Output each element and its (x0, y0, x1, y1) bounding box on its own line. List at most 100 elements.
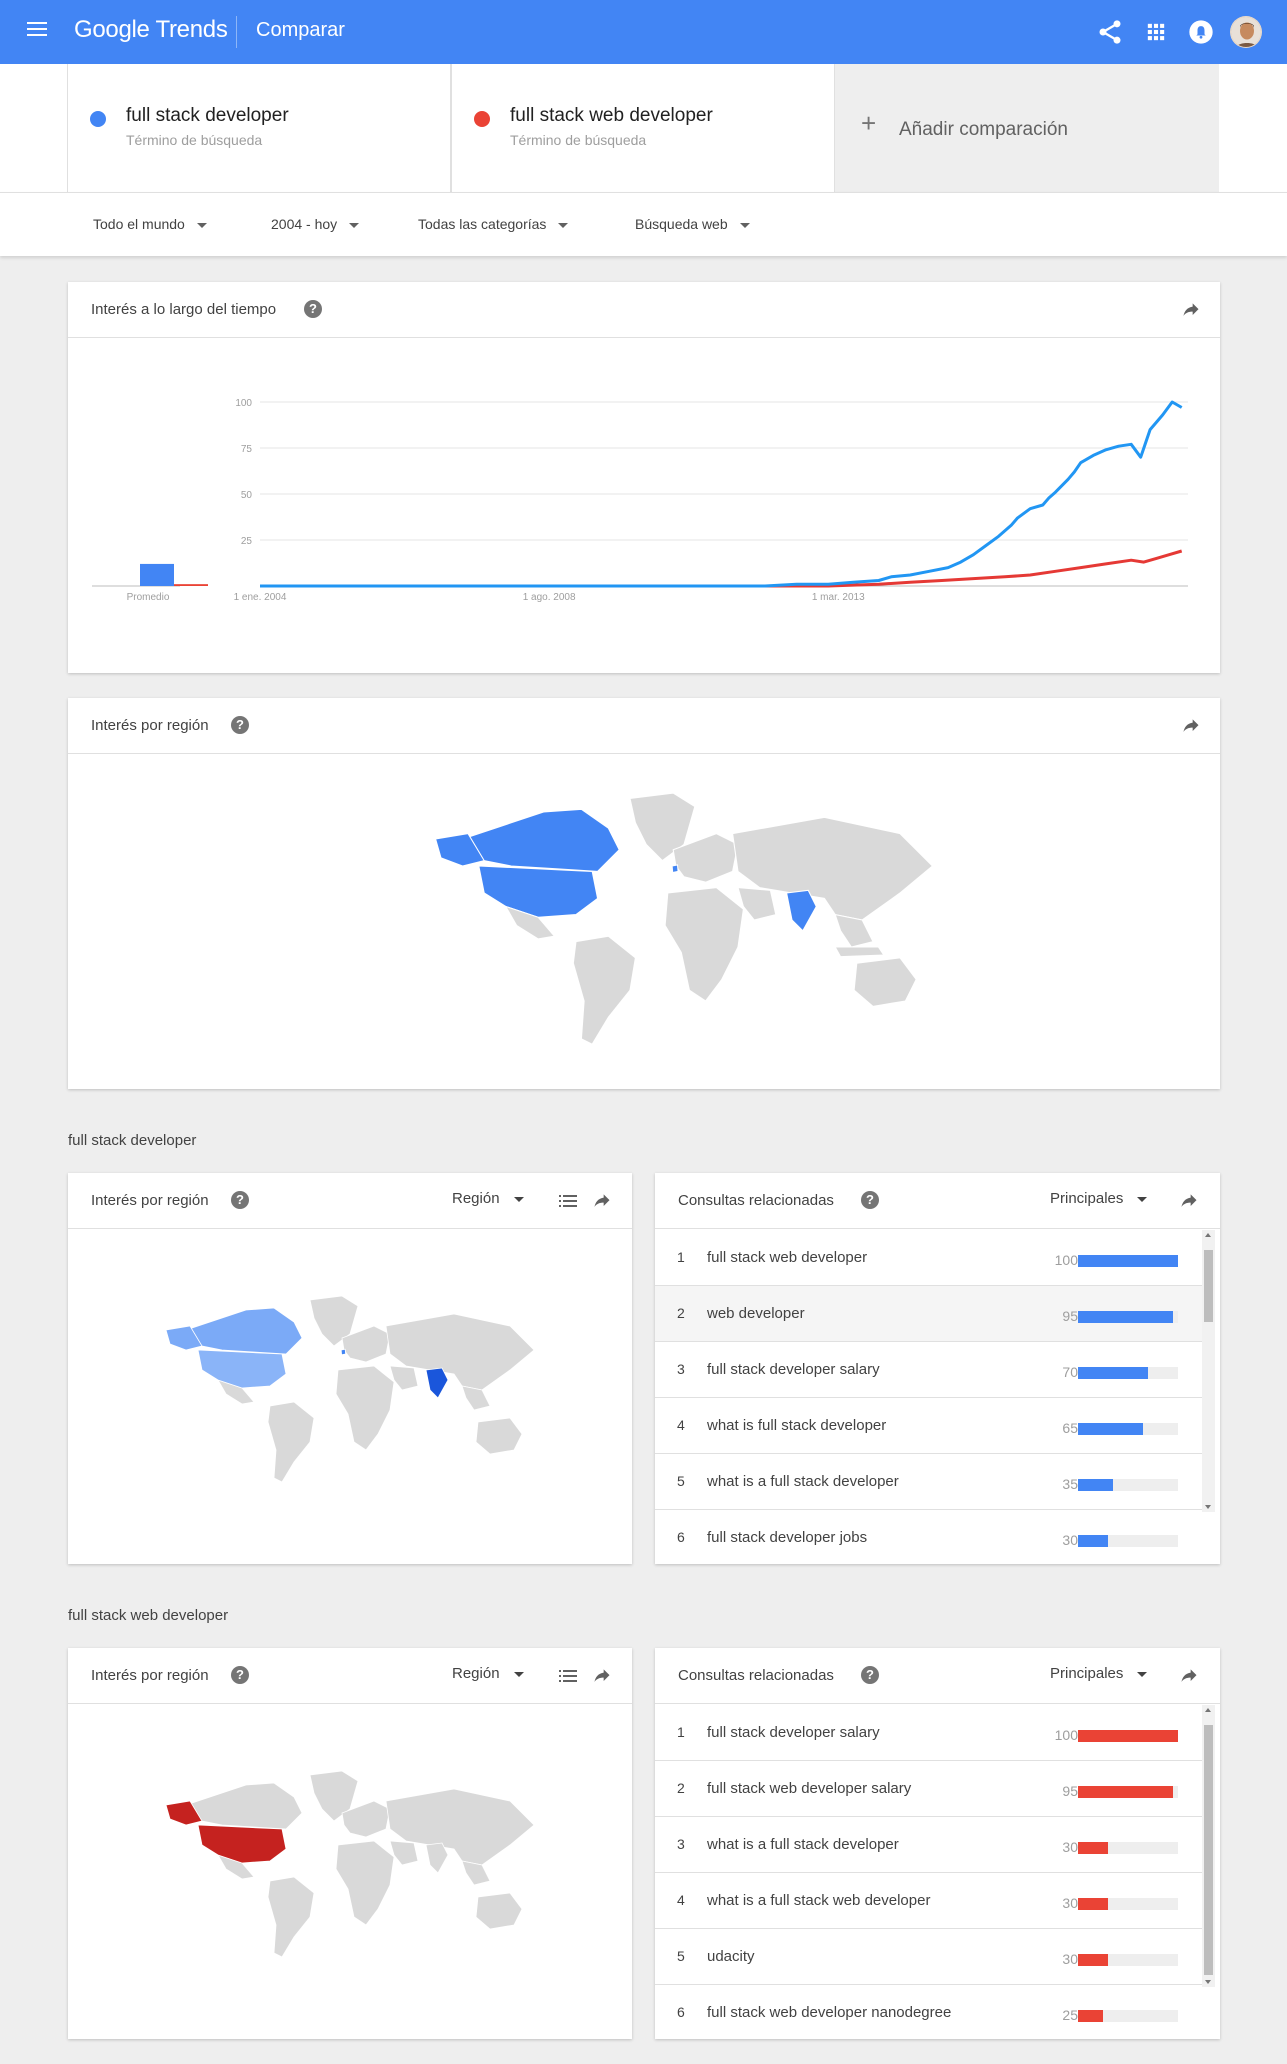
query-value: 30 (1062, 1895, 1078, 1911)
list-item[interactable]: 1 full stack web developer 100 (655, 1230, 1202, 1286)
share-arrow-icon[interactable] (1179, 1191, 1199, 1211)
share-arrow-icon[interactable] (1179, 1666, 1199, 1686)
help-icon[interactable]: ? (861, 1666, 879, 1684)
query-text[interactable]: full stack developer salary (707, 1724, 880, 1741)
list-item[interactable]: 4 what is full stack developer 65 (655, 1398, 1202, 1454)
scroll-up-arrow-icon[interactable] (1205, 1233, 1211, 1237)
list-item[interactable]: 6 full stack developer jobs 30 (655, 1510, 1202, 1564)
query-rank: 2 (677, 1780, 685, 1796)
region-dropdown[interactable]: Región (452, 1190, 524, 1207)
world-map[interactable] (150, 1740, 550, 1990)
list-item[interactable]: 2 web developer 95 (655, 1286, 1202, 1342)
help-icon[interactable]: ? (231, 1666, 249, 1684)
related-queries-type-dropdown[interactable]: Principales (1050, 1665, 1148, 1682)
query-bar (1078, 1479, 1113, 1491)
scroll-up-arrow-icon[interactable] (1205, 1708, 1211, 1712)
query-rank: 5 (677, 1948, 685, 1964)
help-icon[interactable]: ? (861, 1191, 879, 1209)
list-item[interactable]: 3 full stack developer salary 70 (655, 1342, 1202, 1398)
query-rank: 4 (677, 1892, 685, 1908)
google-trends-logo[interactable]: Google Trends (74, 16, 228, 43)
scrollbar[interactable] (1202, 1705, 1215, 1987)
chevron-down-icon (1137, 1671, 1148, 1677)
scrollbar-thumb[interactable] (1204, 1725, 1213, 1975)
menu-icon[interactable] (27, 22, 47, 38)
map-usa (197, 1349, 287, 1389)
query-bar-track (1078, 1898, 1178, 1910)
term-card-2[interactable]: full stack web developer Término de búsq… (451, 64, 835, 192)
help-icon[interactable]: ? (231, 716, 249, 734)
scrollbar[interactable] (1202, 1230, 1215, 1512)
help-icon[interactable]: ? (231, 1191, 249, 1209)
related-queries-type-label: Principales (1050, 1665, 1124, 1682)
term-name[interactable]: full stack developer (126, 105, 289, 126)
chevron-down-icon (558, 222, 569, 228)
query-rank: 3 (677, 1361, 685, 1377)
apps-grid-icon[interactable] (1142, 18, 1170, 46)
region-dropdown[interactable]: Región (452, 1665, 524, 1682)
query-bar-track (1078, 2010, 1178, 2022)
series-line (260, 549, 1183, 588)
add-comparison-button[interactable]: + Añadir comparación (835, 64, 1219, 192)
list-item[interactable]: 5 what is a full stack developer 35 (655, 1454, 1202, 1510)
query-text[interactable]: full stack web developer salary (707, 1780, 912, 1797)
query-text[interactable]: full stack web developer (707, 1249, 868, 1266)
location-filter[interactable]: Todo el mundo (93, 216, 207, 232)
query-bar-track (1078, 1786, 1178, 1798)
y-tick-label: 75 (241, 444, 253, 455)
query-text[interactable]: what is a full stack developer (707, 1836, 899, 1853)
query-bar (1078, 1535, 1108, 1547)
search-type-filter[interactable]: Búsqueda web (635, 216, 750, 232)
query-value: 100 (1054, 1727, 1078, 1743)
chevron-down-icon (349, 222, 360, 228)
account-avatar[interactable] (1230, 16, 1262, 48)
world-map[interactable] (150, 1265, 550, 1515)
term-name[interactable]: full stack web developer (510, 105, 713, 126)
term-card-1[interactable]: full stack developer Término de búsqueda (67, 64, 451, 192)
list-view-icon[interactable] (559, 1193, 577, 1209)
list-item[interactable]: 4 what is a full stack web developer 30 (655, 1873, 1202, 1929)
query-text[interactable]: what is a full stack web developer (707, 1892, 931, 1909)
share-arrow-icon[interactable] (592, 1666, 612, 1686)
help-icon[interactable]: ? (304, 300, 322, 318)
query-rank: 4 (677, 1417, 685, 1433)
query-text[interactable]: what is a full stack developer (707, 1473, 899, 1490)
term-color-dot (90, 111, 106, 127)
notifications-icon[interactable] (1187, 18, 1215, 46)
term1-related-queries-widget: Consultas relacionadas ? Principales 1 f… (655, 1173, 1220, 1564)
world-map[interactable] (414, 770, 954, 1070)
query-value: 25 (1062, 2007, 1078, 2023)
scroll-down-arrow-icon[interactable] (1205, 1980, 1211, 1984)
share-arrow-icon[interactable] (1181, 716, 1201, 736)
query-value: 95 (1062, 1783, 1078, 1799)
series-line (260, 400, 1183, 588)
share-icon[interactable] (1096, 18, 1124, 46)
average-bar (140, 563, 174, 586)
category-filter[interactable]: Todas las categorías (418, 216, 569, 232)
list-item[interactable]: 6 full stack web developer nanodegree 25 (655, 1985, 1202, 2039)
list-item[interactable]: 5 udacity 30 (655, 1929, 1202, 1985)
scrollbar-thumb[interactable] (1204, 1250, 1213, 1322)
query-text[interactable]: full stack developer salary (707, 1361, 880, 1378)
y-tick-label: 100 (235, 398, 252, 409)
query-text[interactable]: web developer (707, 1305, 805, 1322)
related-queries-list: 1 full stack developer salary 100 2 full… (655, 1705, 1202, 2039)
related-queries-type-label: Principales (1050, 1190, 1124, 1207)
list-view-icon[interactable] (559, 1668, 577, 1684)
query-text[interactable]: full stack web developer nanodegree (707, 2004, 952, 2021)
scroll-down-arrow-icon[interactable] (1205, 1505, 1211, 1509)
list-item[interactable]: 3 what is a full stack developer 30 (655, 1817, 1202, 1873)
related-queries-type-dropdown[interactable]: Principales (1050, 1190, 1148, 1207)
widget-header: Consultas relacionadas ? Principales (655, 1648, 1220, 1704)
query-bar-track (1078, 1842, 1178, 1854)
share-arrow-icon[interactable] (1181, 300, 1201, 320)
query-text[interactable]: what is full stack developer (707, 1417, 887, 1434)
query-text[interactable]: udacity (707, 1948, 755, 1965)
list-item[interactable]: 1 full stack developer salary 100 (655, 1705, 1202, 1761)
region-dropdown-label: Región (452, 1190, 500, 1207)
query-text[interactable]: full stack developer jobs (707, 1529, 868, 1546)
share-arrow-icon[interactable] (592, 1191, 612, 1211)
query-rank: 5 (677, 1473, 685, 1489)
list-item[interactable]: 2 full stack web developer salary 95 (655, 1761, 1202, 1817)
time-range-filter[interactable]: 2004 - hoy (271, 216, 360, 232)
